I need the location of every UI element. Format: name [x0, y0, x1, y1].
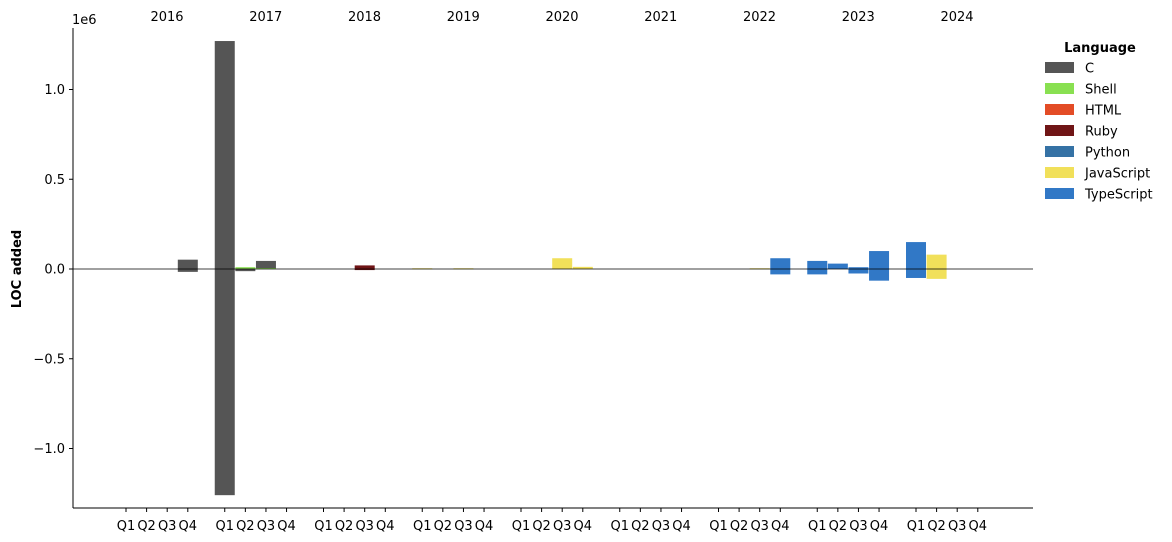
bars-layer — [177, 41, 947, 496]
x-tick-label: Q4 — [771, 519, 790, 534]
year-label: 2018 — [348, 10, 381, 25]
y-axis-label: LOC added — [10, 230, 25, 308]
x-tick-label: Q1 — [907, 519, 926, 534]
x-tick-label: Q4 — [574, 519, 593, 534]
y-tick-label: 1.0 — [44, 83, 65, 98]
bar-removed-typescript — [906, 269, 926, 278]
bar-added-typescript — [770, 258, 791, 269]
x-tick-label: Q4 — [672, 519, 691, 534]
legend-label: Shell — [1085, 83, 1117, 98]
y-ticks: −1.0 −0.5 0.0 0.5 1.0 — [33, 83, 73, 457]
x-tick-label: Q1 — [215, 519, 234, 534]
legend-swatch — [1045, 83, 1074, 94]
legend-label: TypeScript — [1084, 188, 1153, 203]
bar-added-javascript — [926, 254, 947, 269]
legend-swatch — [1045, 62, 1074, 73]
x-tick-label: Q4 — [475, 519, 494, 534]
bar-added-typescript — [906, 242, 926, 269]
legend-label: HTML — [1085, 104, 1122, 119]
x-tick-label: Q2 — [434, 519, 453, 534]
x-tick-label: Q3 — [948, 519, 967, 534]
x-tick-label: Q1 — [117, 519, 136, 534]
year-label: 2024 — [940, 10, 973, 25]
legend-label: JavaScript — [1084, 167, 1150, 182]
bar-added-c — [214, 41, 235, 269]
bar-added-javascript — [572, 266, 593, 269]
x-tick-label: Q1 — [512, 519, 531, 534]
x-tick-label: Q2 — [631, 519, 650, 534]
x-tick-label: Q2 — [829, 519, 848, 534]
x-tick-label: Q1 — [709, 519, 728, 534]
y-scale-label: 1e6 — [72, 13, 97, 28]
x-tick-label: Q3 — [553, 519, 572, 534]
x-tick-label: Q1 — [314, 519, 333, 534]
x-tick-label: Q4 — [277, 519, 296, 534]
x-tick-label: Q3 — [750, 519, 769, 534]
year-label: 2023 — [842, 10, 875, 25]
legend-swatch — [1045, 146, 1074, 157]
bar-removed-javascript — [926, 269, 947, 279]
bar-added-c — [255, 260, 276, 269]
legend-label: Python — [1085, 146, 1130, 161]
y-tick-label: 0.5 — [44, 173, 65, 188]
x-tick-label: Q4 — [969, 519, 988, 534]
bar-added-typescript — [869, 251, 890, 269]
year-label: 2021 — [644, 10, 677, 25]
legend-label: C — [1085, 62, 1094, 77]
bar-removed-c — [177, 269, 198, 272]
legend-title: Language — [1064, 41, 1136, 56]
x-tick-label: Q4 — [870, 519, 889, 534]
year-label: 2019 — [447, 10, 480, 25]
bar-added-typescript — [827, 263, 848, 269]
x-tick-label: Q2 — [236, 519, 255, 534]
bar-removed-c — [214, 269, 235, 496]
bar-removed-typescript — [869, 269, 890, 281]
x-tick-label: Q3 — [355, 519, 374, 534]
legend-swatch — [1045, 104, 1074, 115]
bar-removed-typescript — [848, 269, 869, 274]
year-labels: 2016 2017 2018 2019 2020 2021 2022 2023 2024 — [150, 10, 973, 25]
x-tick-label: Q3 — [652, 519, 671, 534]
bar-added-javascript — [552, 258, 573, 269]
x-tick-label: Q2 — [532, 519, 551, 534]
bar-added-typescript — [848, 267, 869, 269]
bar-removed-c — [235, 269, 256, 272]
bar-added-c — [177, 259, 198, 269]
x-tick-label: Q3 — [849, 519, 868, 534]
x-tick-label: Q1 — [610, 519, 629, 534]
x-tick-label: Q2 — [730, 519, 749, 534]
year-label: 2017 — [249, 10, 282, 25]
x-tick-label: Q4 — [179, 519, 198, 534]
legend: Language C Shell HTML Ruby Python JavaScript T… — [1045, 41, 1153, 203]
y-tick-label: 0.0 — [44, 263, 65, 278]
bar-added-ruby — [354, 265, 375, 269]
x-tick-label: Q4 — [376, 519, 395, 534]
x-ticks: Q1 Q2 Q3 Q4 Q1 Q2 Q3 Q4 Q1 Q2 Q3 Q4 Q1 Q2 Q3 Q4 Q1 Q2 Q3 Q4… — [117, 508, 987, 534]
y-tick-label: −1.0 — [33, 442, 65, 457]
legend-label: Ruby — [1085, 125, 1118, 140]
x-tick-label: Q1 — [808, 519, 827, 534]
year-label: 2022 — [743, 10, 776, 25]
bar-removed-typescript — [770, 269, 791, 275]
legend-items: C Shell HTML Ruby Python JavaScript TypeScript — [1045, 62, 1153, 203]
legend-swatch — [1045, 125, 1074, 136]
year-label: 2016 — [150, 10, 183, 25]
legend-swatch — [1045, 167, 1074, 178]
bar-added-shell — [235, 267, 256, 269]
x-tick-label: Q3 — [257, 519, 276, 534]
bar-removed-typescript — [807, 269, 828, 275]
x-tick-label: Q1 — [413, 519, 432, 534]
x-tick-label: Q2 — [137, 519, 156, 534]
x-tick-label: Q2 — [927, 519, 946, 534]
x-tick-label: Q3 — [454, 519, 473, 534]
y-tick-label: −0.5 — [33, 352, 65, 367]
x-tick-label: Q2 — [335, 519, 354, 534]
bar-removed-ruby — [354, 269, 375, 271]
year-label: 2020 — [545, 10, 578, 25]
legend-swatch — [1045, 188, 1074, 199]
bar-added-typescript — [807, 260, 828, 269]
x-tick-label: Q3 — [158, 519, 177, 534]
